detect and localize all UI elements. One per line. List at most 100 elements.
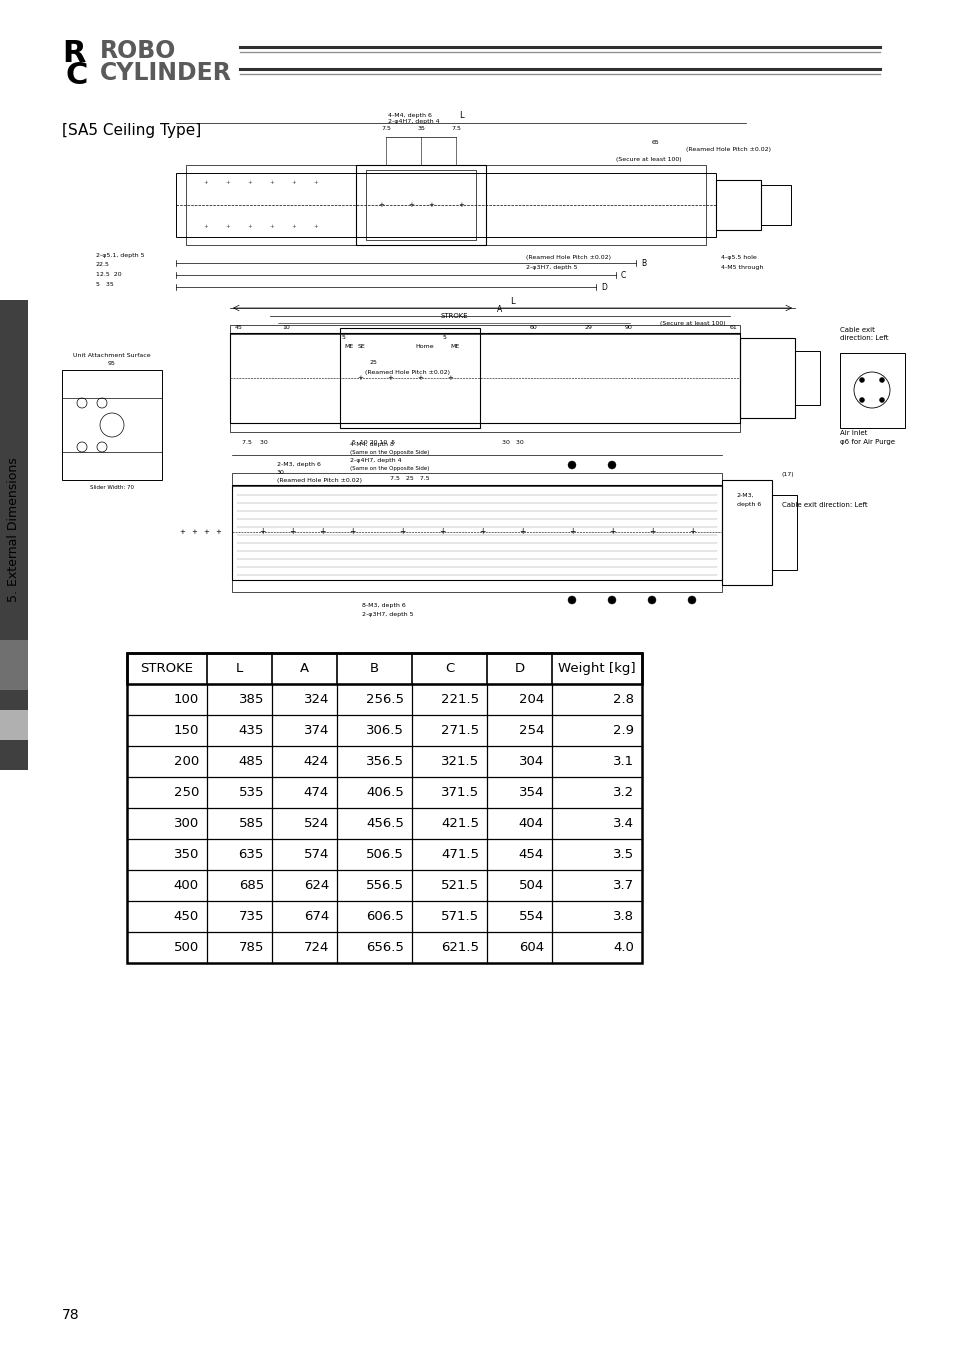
- Circle shape: [859, 378, 863, 382]
- Text: 604: 604: [518, 941, 543, 954]
- Text: C: C: [620, 270, 625, 279]
- Text: +: +: [377, 202, 383, 208]
- Text: Slider Width: 70: Slider Width: 70: [90, 486, 133, 490]
- Text: 621.5: 621.5: [440, 941, 478, 954]
- Bar: [716, 180, 760, 230]
- Text: C: C: [66, 61, 89, 89]
- Text: +: +: [179, 529, 185, 535]
- Text: +: +: [438, 528, 445, 536]
- Text: ROBO: ROBO: [100, 39, 176, 63]
- Text: Unit Attachment Surface: Unit Attachment Surface: [73, 354, 151, 359]
- Text: Cable exit: Cable exit: [840, 327, 874, 333]
- Text: Home: Home: [415, 344, 434, 350]
- Text: 7.5    30: 7.5 30: [242, 440, 268, 446]
- Text: 4-M4, depth 6: 4-M4, depth 6: [388, 112, 432, 117]
- Text: depth 6: depth 6: [737, 502, 760, 508]
- Bar: [232, 485, 721, 580]
- Text: (Reamed Hole Pitch ±0.02): (Reamed Hole Pitch ±0.02): [525, 255, 610, 259]
- Text: 506.5: 506.5: [366, 848, 403, 861]
- Text: 635: 635: [238, 848, 264, 861]
- Text: 254: 254: [518, 724, 543, 737]
- Bar: [366, 170, 476, 240]
- Text: +: +: [428, 202, 434, 208]
- Circle shape: [607, 595, 616, 603]
- Bar: [0, 300, 28, 770]
- Circle shape: [879, 397, 883, 402]
- Text: +: +: [398, 528, 405, 536]
- Text: 606.5: 606.5: [366, 910, 403, 923]
- Text: 350: 350: [173, 848, 199, 861]
- Text: 2-φ3H7, depth 5: 2-φ3H7, depth 5: [525, 265, 577, 270]
- Text: +: +: [270, 224, 274, 230]
- Text: 3.4: 3.4: [613, 817, 634, 830]
- Text: 2-φ4H7, depth 4: 2-φ4H7, depth 4: [350, 459, 401, 463]
- Text: SE: SE: [357, 344, 365, 350]
- Text: 304: 304: [518, 755, 543, 768]
- Bar: [0, 710, 28, 740]
- Bar: [794, 351, 820, 405]
- Text: 10: 10: [282, 325, 290, 331]
- Text: 371.5: 371.5: [440, 786, 478, 799]
- Text: 5. External Dimensions: 5. External Dimensions: [8, 458, 20, 602]
- Text: +: +: [318, 528, 325, 536]
- Text: 306.5: 306.5: [366, 724, 403, 737]
- Text: 324: 324: [303, 693, 329, 706]
- Text: 100: 100: [173, 693, 199, 706]
- Circle shape: [647, 595, 656, 603]
- Text: STROKE: STROKE: [140, 662, 193, 675]
- Text: 4-M4, depth 8: 4-M4, depth 8: [350, 443, 394, 447]
- Bar: [127, 653, 641, 963]
- Text: 65: 65: [652, 140, 659, 146]
- Bar: [740, 338, 794, 418]
- Text: 95: 95: [108, 362, 116, 366]
- Text: +: +: [356, 375, 362, 381]
- Bar: [232, 472, 721, 486]
- Text: +: +: [648, 528, 655, 536]
- Circle shape: [687, 595, 696, 603]
- Text: 4-φ5.5 hole: 4-φ5.5 hole: [720, 255, 756, 259]
- Text: +: +: [314, 181, 318, 185]
- Text: D: D: [514, 662, 524, 675]
- Text: 2-φ4H7, depth 4: 2-φ4H7, depth 4: [388, 119, 439, 123]
- Text: +: +: [349, 528, 355, 536]
- Bar: [355, 165, 485, 244]
- Text: 354: 354: [518, 786, 543, 799]
- Text: 2-M3, depth 6: 2-M3, depth 6: [276, 463, 320, 467]
- Text: +: +: [518, 528, 525, 536]
- Text: 2.8: 2.8: [613, 693, 634, 706]
- Circle shape: [607, 460, 616, 468]
- Text: 4-M5 through: 4-M5 through: [720, 265, 762, 270]
- Text: +: +: [258, 528, 265, 536]
- Text: 450: 450: [173, 910, 199, 923]
- Text: 5   35: 5 35: [96, 282, 113, 288]
- Text: +: +: [248, 224, 253, 230]
- Text: (Same on the Opposite Side): (Same on the Opposite Side): [350, 451, 429, 455]
- Text: (Reamed Hole Pitch ±0.02): (Reamed Hole Pitch ±0.02): [685, 147, 770, 153]
- Text: 474: 474: [303, 786, 329, 799]
- Text: ME: ME: [344, 344, 353, 350]
- Text: +: +: [226, 181, 230, 185]
- Text: 374: 374: [303, 724, 329, 737]
- Text: 3.8: 3.8: [613, 910, 634, 923]
- Text: 500: 500: [173, 941, 199, 954]
- Text: 574: 574: [303, 848, 329, 861]
- Text: 5: 5: [342, 336, 346, 340]
- Text: 7.5: 7.5: [451, 127, 460, 131]
- Text: (Secure at least 100): (Secure at least 100): [616, 158, 680, 162]
- Text: +: +: [416, 375, 422, 381]
- Bar: [339, 328, 479, 428]
- Text: 200: 200: [173, 755, 199, 768]
- Text: R: R: [62, 39, 86, 68]
- Text: 90: 90: [624, 325, 632, 331]
- Text: 356.5: 356.5: [366, 755, 403, 768]
- Text: 5  10 20 10  5: 5 10 20 10 5: [352, 440, 395, 446]
- Text: 22.5: 22.5: [96, 262, 110, 267]
- Text: 3.5: 3.5: [612, 848, 634, 861]
- Text: +: +: [608, 528, 615, 536]
- Text: 300: 300: [173, 817, 199, 830]
- Text: 5: 5: [442, 336, 446, 340]
- Text: 45: 45: [234, 325, 243, 331]
- Text: 78: 78: [62, 1308, 79, 1322]
- Text: Air Inlet: Air Inlet: [840, 431, 866, 436]
- Text: (17): (17): [781, 472, 794, 478]
